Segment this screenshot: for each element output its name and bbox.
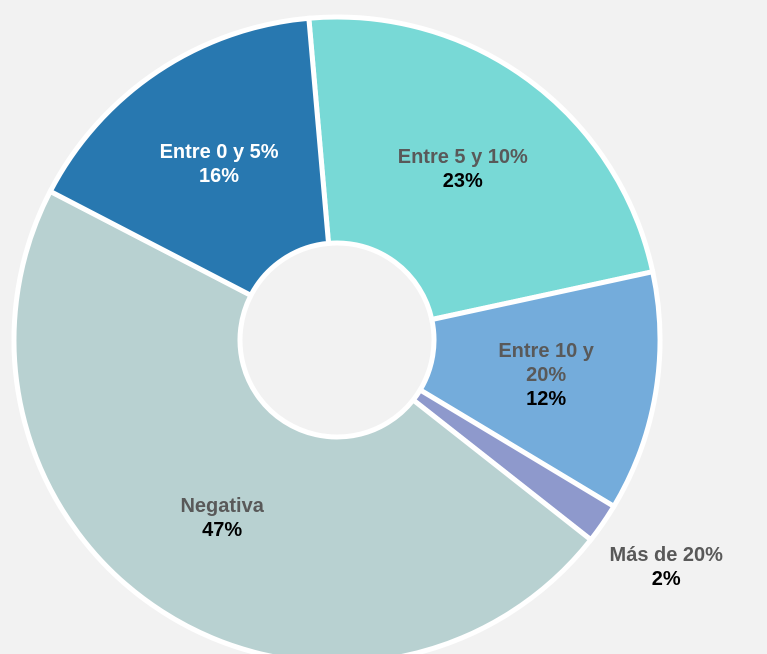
slice-label: Entre 0 y 5% 16% (124, 140, 314, 188)
donut-slice (11, 187, 595, 654)
category-label: Entre 10 y 20% (498, 339, 594, 386)
value-label: 47% (202, 519, 243, 542)
slice-label: Negativa 47% (127, 494, 317, 542)
category-label: Entre 0 y 5% (159, 140, 279, 163)
category-label: Negativa (180, 495, 264, 518)
slice-label: Entre 10 y 20% 12% (476, 339, 616, 411)
donut-slice (306, 14, 656, 323)
category-label: Entre 5 y 10% (397, 146, 528, 169)
value-label: 16% (199, 164, 240, 187)
donut-slice (46, 15, 332, 299)
slice-label: Entre 5 y 10% 23% (368, 145, 558, 193)
donut-slice (416, 268, 663, 510)
value-label: 2% (651, 568, 681, 591)
category-label: Más de 20% (609, 544, 723, 567)
value-label: 12% (526, 387, 567, 410)
slice-label: Más de 20% 2% (581, 543, 751, 591)
value-label: 23% (442, 170, 483, 193)
